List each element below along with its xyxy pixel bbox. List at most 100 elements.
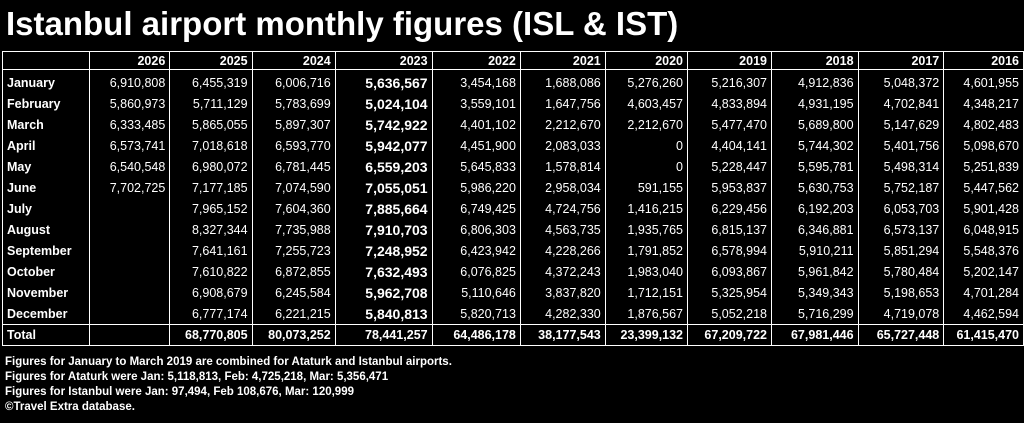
value-cell: 4,724,756 xyxy=(519,198,606,219)
value-cell: 6,540,548 xyxy=(88,156,171,177)
value-cell: 2,958,034 xyxy=(519,177,606,198)
value-cell: 7,735,988 xyxy=(251,219,336,240)
value-cell: 5,865,055 xyxy=(169,114,253,135)
value-cell: 7,610,822 xyxy=(169,261,253,282)
table-header-row: 2026 2025 2024 2023 2022 2021 2020 2019 2018 2017… xyxy=(2,51,1024,70)
year-header: 2018 xyxy=(770,51,859,70)
footnote: Figures for January to March 2019 are co… xyxy=(5,356,452,368)
value-cell: 4,601,955 xyxy=(943,69,1024,93)
value-cell: 6,910,808 xyxy=(88,69,171,93)
value-cell: 5,630,753 xyxy=(770,177,859,198)
year-header: 2023 xyxy=(334,51,433,70)
value-cell: 4,603,457 xyxy=(604,93,689,114)
value-cell: 6,806,303 xyxy=(431,219,521,240)
value-cell: 4,451,900 xyxy=(431,135,521,156)
value-cell: 4,404,141 xyxy=(687,135,772,156)
year-header: 2026 xyxy=(88,51,171,70)
value-cell: 1,983,040 xyxy=(604,261,689,282)
footnote: Figures for Istanbul were Jan: 97,494, F… xyxy=(5,386,354,398)
value-cell: 6,578,994 xyxy=(687,240,772,261)
value-cell: 3,454,168 xyxy=(431,69,521,93)
value-cell: 5,595,781 xyxy=(770,156,859,177)
value-cell: 6,221,215 xyxy=(251,303,336,325)
month-label: January xyxy=(2,69,90,93)
value-cell: 1,688,086 xyxy=(519,69,606,93)
value-cell: 5,202,147 xyxy=(943,261,1024,282)
value-cell: 4,701,284 xyxy=(943,282,1024,303)
value-cell: 4,912,836 xyxy=(770,69,859,93)
value-cell: 5,024,104 xyxy=(334,93,433,114)
value-cell: 2,212,670 xyxy=(604,114,689,135)
value-cell: 4,833,894 xyxy=(687,93,772,114)
total-cell: 38,177,543 xyxy=(519,324,606,346)
value-cell: 5,820,713 xyxy=(431,303,521,325)
total-cell: 80,073,252 xyxy=(251,324,336,346)
value-cell xyxy=(88,303,171,325)
table-row: May 6,540,548 6,980,072 6,781,445 6,559,203 5… xyxy=(2,156,1024,177)
value-cell: 6,006,716 xyxy=(251,69,336,93)
value-cell xyxy=(88,261,171,282)
copyright-note: ©Travel Extra database. xyxy=(5,401,135,413)
value-cell: 2,212,670 xyxy=(519,114,606,135)
value-cell: 5,716,299 xyxy=(770,303,859,325)
value-cell: 5,110,646 xyxy=(431,282,521,303)
total-cell: 65,727,448 xyxy=(857,324,945,346)
value-cell: 3,837,820 xyxy=(519,282,606,303)
value-cell: 5,401,756 xyxy=(857,135,945,156)
value-cell: 5,752,187 xyxy=(857,177,945,198)
value-cell: 6,593,770 xyxy=(251,135,336,156)
value-cell: 7,018,618 xyxy=(169,135,253,156)
value-cell: 5,645,833 xyxy=(431,156,521,177)
value-cell: 5,228,447 xyxy=(687,156,772,177)
value-cell: 5,860,973 xyxy=(88,93,171,114)
month-label: November xyxy=(2,282,90,303)
year-header: 2022 xyxy=(431,51,521,70)
year-header: 2016 xyxy=(943,51,1024,70)
value-cell: 5,962,708 xyxy=(334,282,433,303)
value-cell: 6,781,445 xyxy=(251,156,336,177)
value-cell: 6,573,741 xyxy=(88,135,171,156)
value-cell: 7,177,185 xyxy=(169,177,253,198)
value-cell: 4,462,594 xyxy=(943,303,1024,325)
total-row: Total 68,770,805 80,073,252 78,441,257 64,4… xyxy=(2,324,1024,346)
table-row: August 8,327,344 7,735,988 7,910,703 6,806,3… xyxy=(2,219,1024,240)
month-label: February xyxy=(2,93,90,114)
value-cell: 1,647,756 xyxy=(519,93,606,114)
value-cell xyxy=(88,282,171,303)
value-cell: 5,447,562 xyxy=(943,177,1024,198)
month-label: May xyxy=(2,156,90,177)
value-cell: 4,931,195 xyxy=(770,93,859,114)
value-cell: 7,965,152 xyxy=(169,198,253,219)
value-cell: 5,711,129 xyxy=(169,93,253,114)
year-header: 2024 xyxy=(251,51,336,70)
value-cell: 6,455,319 xyxy=(169,69,253,93)
month-label: August xyxy=(2,219,90,240)
value-cell: 5,216,307 xyxy=(687,69,772,93)
value-cell: 1,416,215 xyxy=(604,198,689,219)
value-cell: 5,147,629 xyxy=(857,114,945,135)
total-cell: 68,770,805 xyxy=(169,324,253,346)
footnotes: Figures for January to March 2019 are co… xyxy=(5,355,452,415)
value-cell: 1,578,814 xyxy=(519,156,606,177)
value-cell: 6,333,485 xyxy=(88,114,171,135)
monthly-figures-table: 2026 2025 2024 2023 2022 2021 2020 2019 2018 2017… xyxy=(2,51,1024,346)
value-cell: 7,248,952 xyxy=(334,240,433,261)
page-title: Istanbul airport monthly figures (ISL & … xyxy=(6,5,679,42)
value-cell: 5,744,302 xyxy=(770,135,859,156)
table-row: July 7,965,152 7,604,360 7,885,664 6,749,425… xyxy=(2,198,1024,219)
value-cell: 6,076,825 xyxy=(431,261,521,282)
value-cell: 5,276,260 xyxy=(604,69,689,93)
value-cell: 5,689,800 xyxy=(770,114,859,135)
table-row: January 6,910,808 6,455,319 6,006,716 5,636,… xyxy=(2,69,1024,93)
value-cell: 6,559,203 xyxy=(334,156,433,177)
total-cell: 61,415,470 xyxy=(943,324,1024,346)
total-cell: 78,441,257 xyxy=(334,324,433,346)
year-header: 2019 xyxy=(687,51,772,70)
value-cell: 4,719,078 xyxy=(857,303,945,325)
value-cell: 7,604,360 xyxy=(251,198,336,219)
total-cell: 64,486,178 xyxy=(431,324,521,346)
table-row: October 7,610,822 6,872,855 7,632,493 6,076,… xyxy=(2,261,1024,282)
month-label: April xyxy=(2,135,90,156)
total-cell: 23,399,132 xyxy=(604,324,689,346)
footnote: Figures for Ataturk were Jan: 5,118,813,… xyxy=(5,371,389,383)
